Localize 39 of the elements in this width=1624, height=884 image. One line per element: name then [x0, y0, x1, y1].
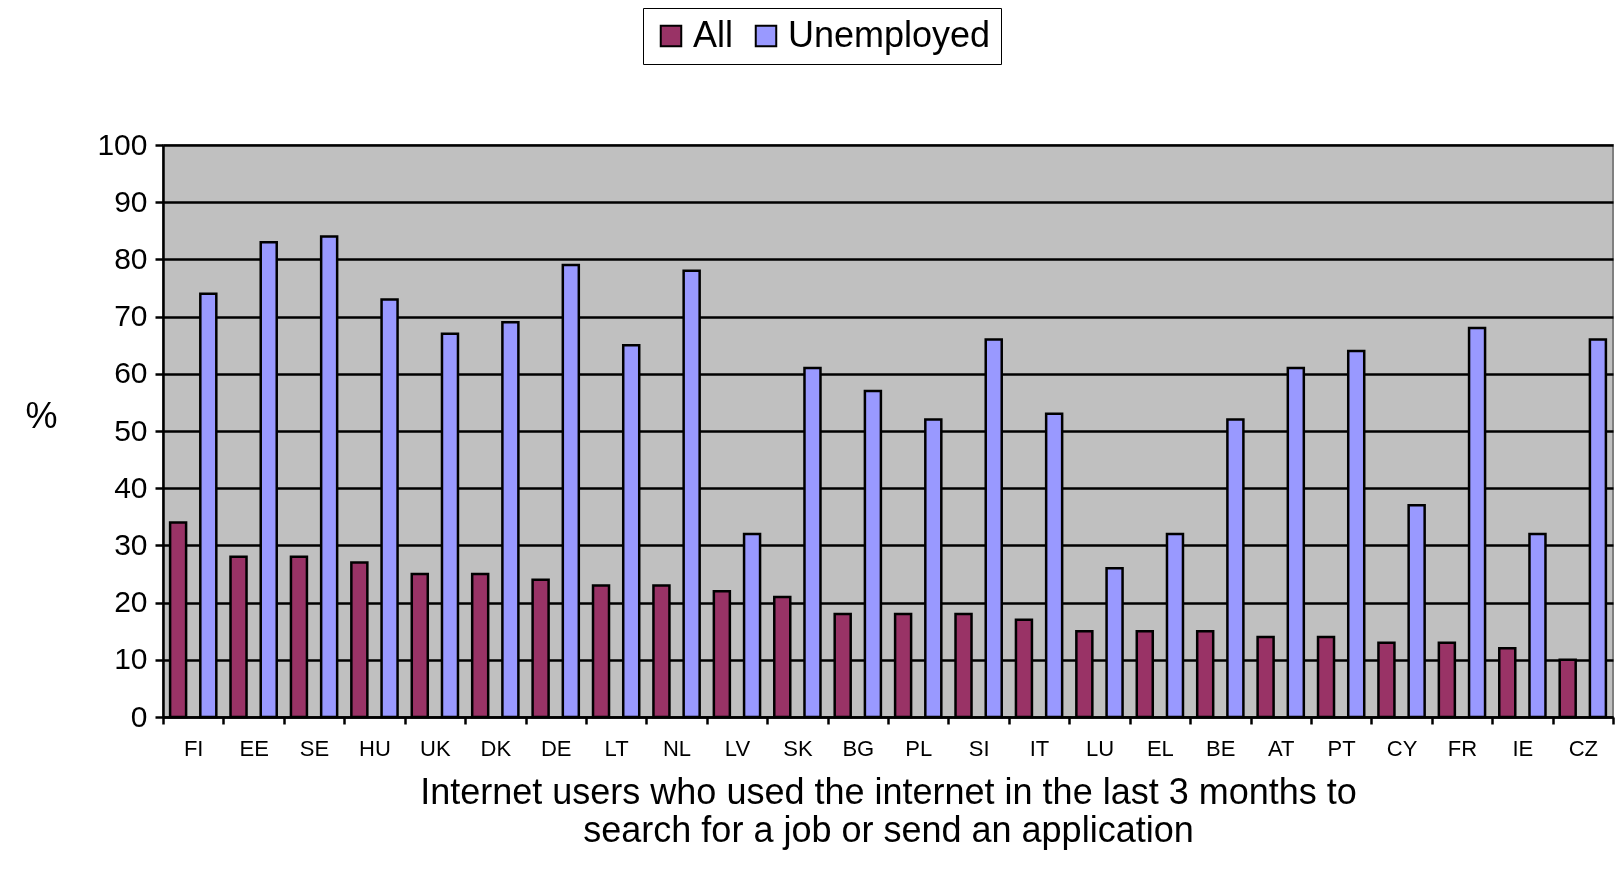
x-tick-label: CZ [1568, 735, 1598, 761]
y-tick-label: 40 [114, 470, 148, 504]
x-tick-label: SE [299, 735, 330, 761]
x-axis-title: Internet users who used the internet in the last 3 months to search for a job or send an application [420, 770, 1357, 850]
x-tick-label: SI [968, 735, 990, 761]
x-tick-label: BE [1206, 735, 1236, 761]
x-tick-label: HU [359, 735, 391, 761]
x-tick-label: DK [480, 735, 512, 761]
x-tick-label: BG [842, 735, 875, 761]
legend-label: All [693, 14, 734, 55]
y-tick-label: 10 [114, 642, 148, 676]
y-tick-label: 100 [97, 127, 148, 161]
x-tick-label: UK [420, 735, 451, 761]
y-tick-label: 0 [130, 699, 148, 733]
x-tick-label: SK [783, 735, 813, 761]
x-tick-label: PL [905, 735, 933, 761]
x-tick-label: CY [1386, 735, 1418, 761]
x-tick-label: LT [604, 735, 629, 761]
y-tick-label: 20 [114, 585, 148, 619]
y-tick-label: 60 [114, 356, 148, 390]
y-tick-label: 80 [114, 241, 148, 275]
x-tick-label: PT [1327, 735, 1356, 761]
x-tick-label: FR [1447, 735, 1478, 761]
y-tick-label: 90 [114, 184, 148, 218]
x-tick-label: EE [239, 735, 269, 761]
y-tick-label: 30 [114, 527, 148, 561]
x-tick-label: EL [1146, 735, 1174, 761]
x-tick-label: LU [1085, 735, 1115, 761]
x-tick-label: IE [1512, 735, 1534, 761]
x-tick-label: NL [662, 735, 692, 761]
x-tick-label: LV [724, 735, 751, 761]
x-tick-label: DE [540, 735, 572, 761]
y-tick-label: 70 [114, 299, 148, 333]
y-tick-label: 50 [114, 413, 148, 447]
x-tick-label: FI [183, 735, 204, 761]
x-tick-label: AT [1267, 735, 1295, 761]
legend-label: Unemployed [788, 14, 991, 55]
x-tick-label: IT [1029, 735, 1050, 761]
y-axis-title: % [25, 394, 58, 436]
